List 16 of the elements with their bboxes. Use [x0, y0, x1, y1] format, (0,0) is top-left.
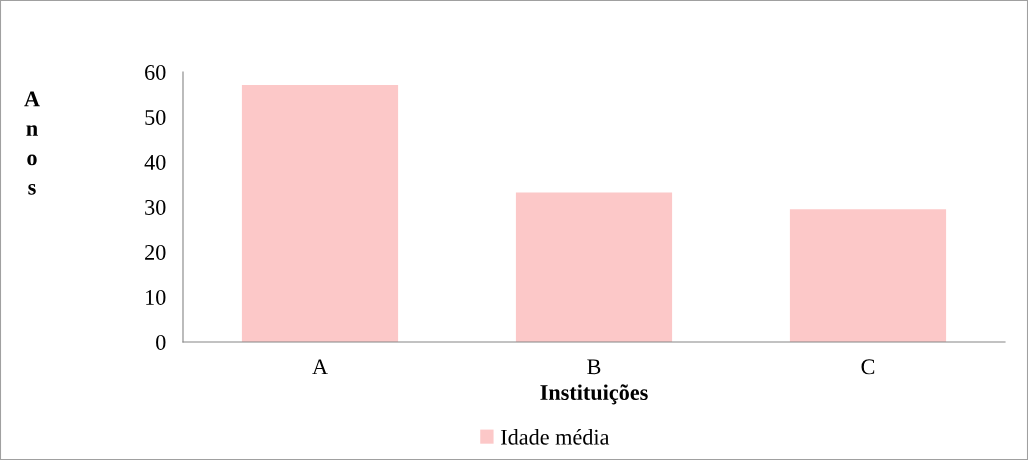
bar: [789, 209, 947, 342]
y-tick-label: 10: [146, 289, 166, 305]
y-tick-label: 0: [156, 334, 166, 350]
x-tick-label: A: [312, 359, 328, 375]
legend-label: Idade média: [501, 429, 610, 445]
y-tick-label: 50: [145, 109, 166, 125]
bar: [241, 85, 399, 342]
y-axis-title: Anos: [24, 91, 40, 195]
y-tick-label: 30: [145, 199, 166, 215]
x-tick-label: B: [587, 359, 601, 375]
y-tick-label: 40: [144, 154, 166, 170]
y-tick-label: 60: [145, 64, 166, 80]
x-tick-label: C: [861, 359, 875, 375]
y-tick-label: 20: [145, 244, 166, 260]
x-axis-title: Instituições: [540, 384, 648, 405]
bar: [515, 192, 673, 342]
